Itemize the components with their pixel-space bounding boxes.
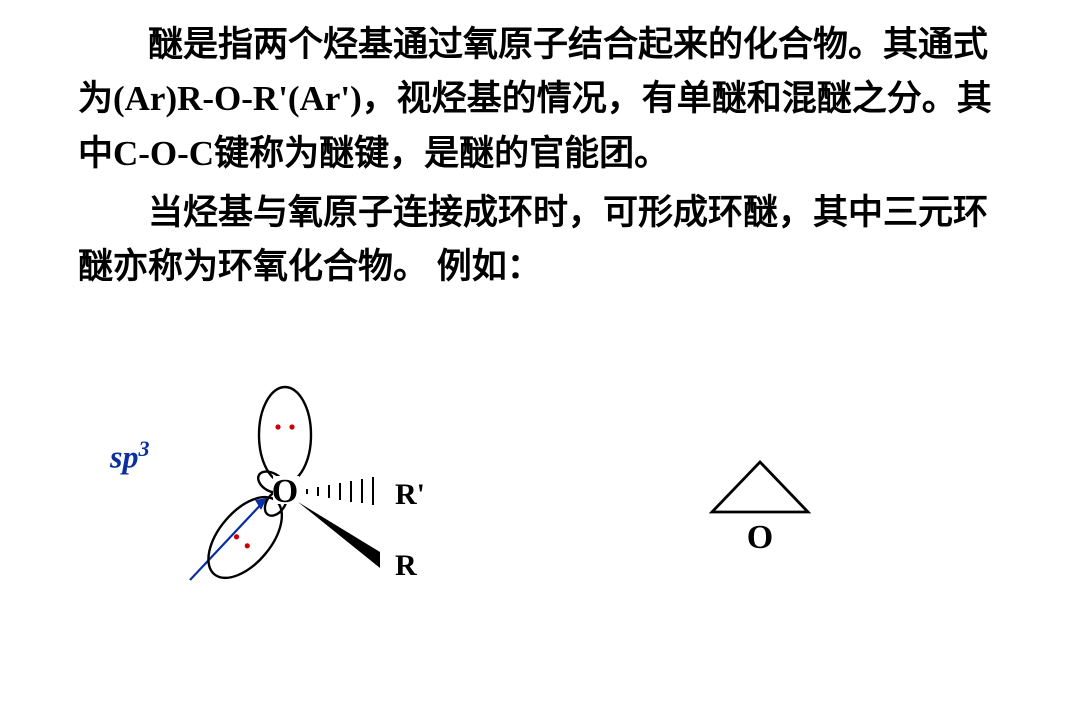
r-prime-label: R' xyxy=(395,478,425,511)
lone-pair-lobe-top xyxy=(259,387,311,483)
paragraph-1: 醚是指两个烃基通过氧原子结合起来的化合物。其通式为(Ar)R-O-R'(Ar')… xyxy=(78,18,1008,181)
sp3-label: sp3 xyxy=(110,436,149,476)
wedge-solid xyxy=(298,502,380,568)
oxygen-atom-label: O xyxy=(272,473,298,510)
paragraph-2: 当烃基与氧原子连接成环时，可形成环醚，其中三元环醚亦称为环氧化合物。 例如： xyxy=(78,186,1008,295)
epoxide-triangle xyxy=(712,462,808,512)
r-label: R xyxy=(395,549,417,582)
ether-orbital-diagram: O R' R xyxy=(165,370,505,650)
wedge-hashed xyxy=(307,477,373,505)
sp3-arrow-line xyxy=(190,498,267,580)
epoxide-oxygen-label: O xyxy=(747,519,773,556)
epoxide-diagram: O xyxy=(700,445,820,565)
document-page: 醚是指两个烃基通过氧原子结合起来的化合物。其通式为(Ar)R-O-R'(Ar')… xyxy=(0,0,1080,724)
